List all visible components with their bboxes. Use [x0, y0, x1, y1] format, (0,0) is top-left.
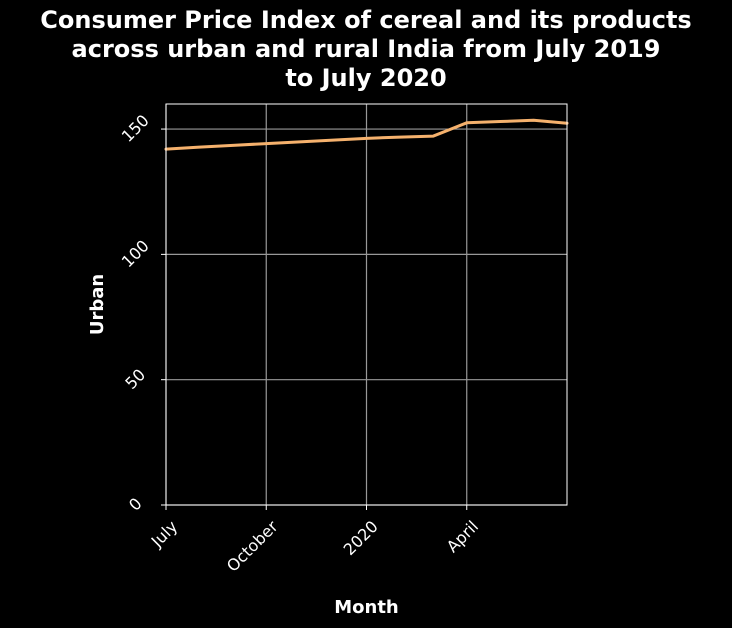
grid-lines: [165, 104, 567, 506]
x-tick-label: October: [223, 517, 282, 576]
y-tick-label: 100: [118, 236, 153, 271]
chart-title: Consumer Price Index of cereal and its p…: [40, 6, 692, 92]
y-tick-label: 50: [121, 365, 149, 393]
x-tick-label: July: [147, 517, 181, 551]
axes: 0 50 100 150 July October 2020 April: [118, 111, 482, 576]
x-tick-label: 2020: [340, 517, 382, 559]
series-layer: [164, 118, 569, 151]
x-axis-title: Month: [334, 597, 399, 618]
series-line: [164, 118, 569, 151]
y-tick-label: 0: [125, 494, 146, 515]
y-tick-label: 150: [118, 111, 153, 146]
y-axis-title: Urban: [87, 274, 108, 335]
x-tick-label: April: [443, 517, 482, 556]
